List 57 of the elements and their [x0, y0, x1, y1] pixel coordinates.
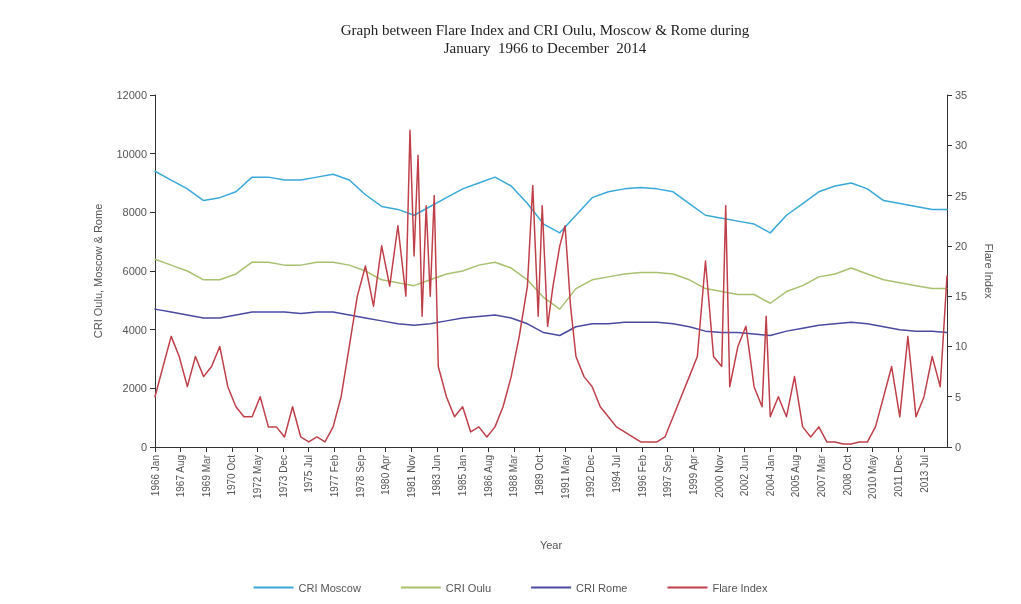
- y-tick-label: 6000: [122, 265, 147, 277]
- x-tick-label: 2013 Jul: [918, 455, 930, 493]
- legend-label: CRI Oulu: [445, 581, 492, 594]
- x-tick-label: 1973 Dec: [277, 455, 289, 498]
- legend-label: CRI Rome: [576, 581, 628, 594]
- legend-label: Flare Index: [712, 581, 768, 594]
- x-axis-title: Year: [539, 538, 563, 551]
- x-tick-label: 1978 Sep: [354, 454, 366, 498]
- x-tick-label: 2000 Nov: [713, 455, 725, 498]
- x-tick-label: 2010 May: [867, 455, 879, 499]
- y2-tick-label: 10: [955, 340, 968, 353]
- x-tick-label: 2004 Jan: [764, 455, 776, 497]
- line-series: [154, 170, 948, 234]
- x-tick-label: 2005 Aug: [790, 455, 802, 498]
- y2-tick-label: 20: [955, 239, 968, 252]
- x-tick-label: 1980 Apr: [380, 454, 392, 496]
- y-tick-label: 0: [140, 441, 147, 453]
- x-tick-label: 1966 Jan: [149, 455, 161, 497]
- x-tick-label: 1988 Mar: [508, 454, 520, 498]
- x-tick-label: 1985 Jan: [457, 455, 469, 497]
- x-tick-label: 1970 Oct: [226, 454, 238, 496]
- x-tick-label: 2011 Dec: [892, 455, 904, 498]
- x-tick-label: 1989 Oct: [534, 454, 546, 496]
- line-series: [154, 308, 948, 337]
- x-tick-label: 1977 Feb: [328, 454, 340, 498]
- y-tick-label: 4000: [122, 323, 147, 336]
- line-series: [154, 258, 948, 310]
- x-tick-label: 1981 Nov: [405, 455, 417, 498]
- x-tick-label: 1983 Jun: [431, 455, 443, 497]
- y2-tick-label: 0: [955, 441, 962, 453]
- x-tick-label: 1975 Jul: [303, 455, 315, 493]
- chart-title: Graph between Flare Index and CRI Oulu, Moscow & Rome during January 1966 to December 2014: [340, 22, 750, 56]
- y-tick-label: 2000: [122, 382, 147, 395]
- x-tick-label: 1992 Dec: [585, 455, 597, 498]
- x-tick-label: 2008 Oct: [841, 454, 853, 496]
- y2-tick-label: 25: [955, 189, 968, 202]
- x-tick-label: 1986 Aug: [482, 455, 494, 498]
- x-tick-label: 1991 May: [559, 455, 571, 499]
- y-tick-label: 10000: [116, 147, 147, 160]
- x-tick-label: 2007 Mar: [815, 454, 827, 498]
- x-tick-label: 1994 Jul: [610, 455, 622, 493]
- y-tick-label: 8000: [122, 206, 147, 219]
- x-tick-label: 2002 Jun: [739, 455, 751, 497]
- y2-axis-title: Flare Index: [982, 243, 995, 300]
- y-axis-title: CRI Oulu, Moscow & Rome: [91, 203, 104, 339]
- legend-label: CRI Moscow: [298, 581, 361, 594]
- y2-tick-label: 30: [955, 139, 968, 152]
- y-tick-label: 12000: [116, 89, 147, 101]
- y2-tick-label: 5: [955, 390, 962, 403]
- x-tick-label: 1996 Feb: [636, 454, 648, 498]
- y2-tick-label: 35: [955, 89, 968, 101]
- x-tick-label: 1972 May: [251, 455, 263, 499]
- x-tick-label: 1997 Sep: [662, 454, 674, 498]
- y2-tick-label: 15: [955, 290, 968, 303]
- x-tick-label: 1969 Mar: [200, 454, 212, 498]
- x-tick-label: 1967 Aug: [175, 455, 187, 498]
- x-tick-label: 1999 Apr: [687, 454, 699, 496]
